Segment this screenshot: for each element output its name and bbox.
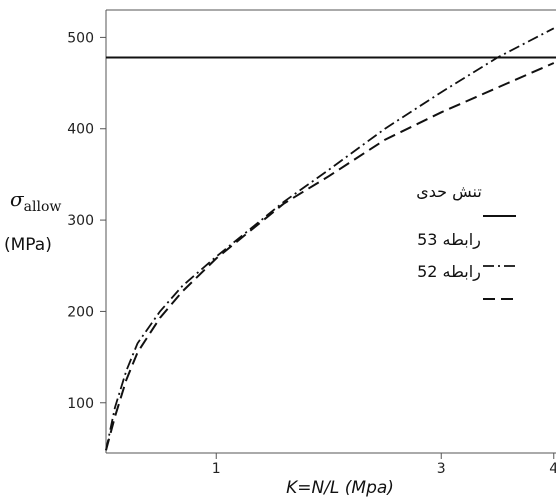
y-axis-unit: (MPa) (4, 235, 52, 255)
y-tick-label: 400 (67, 122, 94, 138)
x-tick-label: 1 (212, 461, 221, 477)
x-tick-label: 4 (549, 461, 556, 477)
legend-label-2: رابطه 53 (417, 230, 481, 250)
y-tick-label: 500 (67, 30, 94, 46)
y-tick-label: 300 (67, 213, 94, 229)
y-axis-subscript: allow (24, 199, 62, 215)
series-lines (105, 27, 556, 451)
legend: تنش حدی رابطه 53 رابطه 52 (416, 182, 516, 300)
y-axis-ticks: 100 200 300 400 500 (67, 30, 106, 412)
x-axis-title: K=N/L (Mpa) (286, 478, 394, 497)
y-axis-symbol: σ (10, 187, 25, 211)
plot-frame (105, 9, 556, 454)
y-axis-title: σallow (10, 187, 61, 215)
series-line-3 (105, 62, 555, 451)
x-tick-label: 3 (437, 461, 446, 477)
series-line-2 (105, 27, 555, 451)
legend-label-3: رابطه 52 (417, 262, 481, 282)
x-axis-ticks: 1 3 4 (212, 453, 556, 477)
y-tick-label: 200 (67, 304, 94, 320)
y-tick-label: 100 (67, 396, 94, 412)
legend-label-1: تنش حدی (416, 182, 482, 202)
